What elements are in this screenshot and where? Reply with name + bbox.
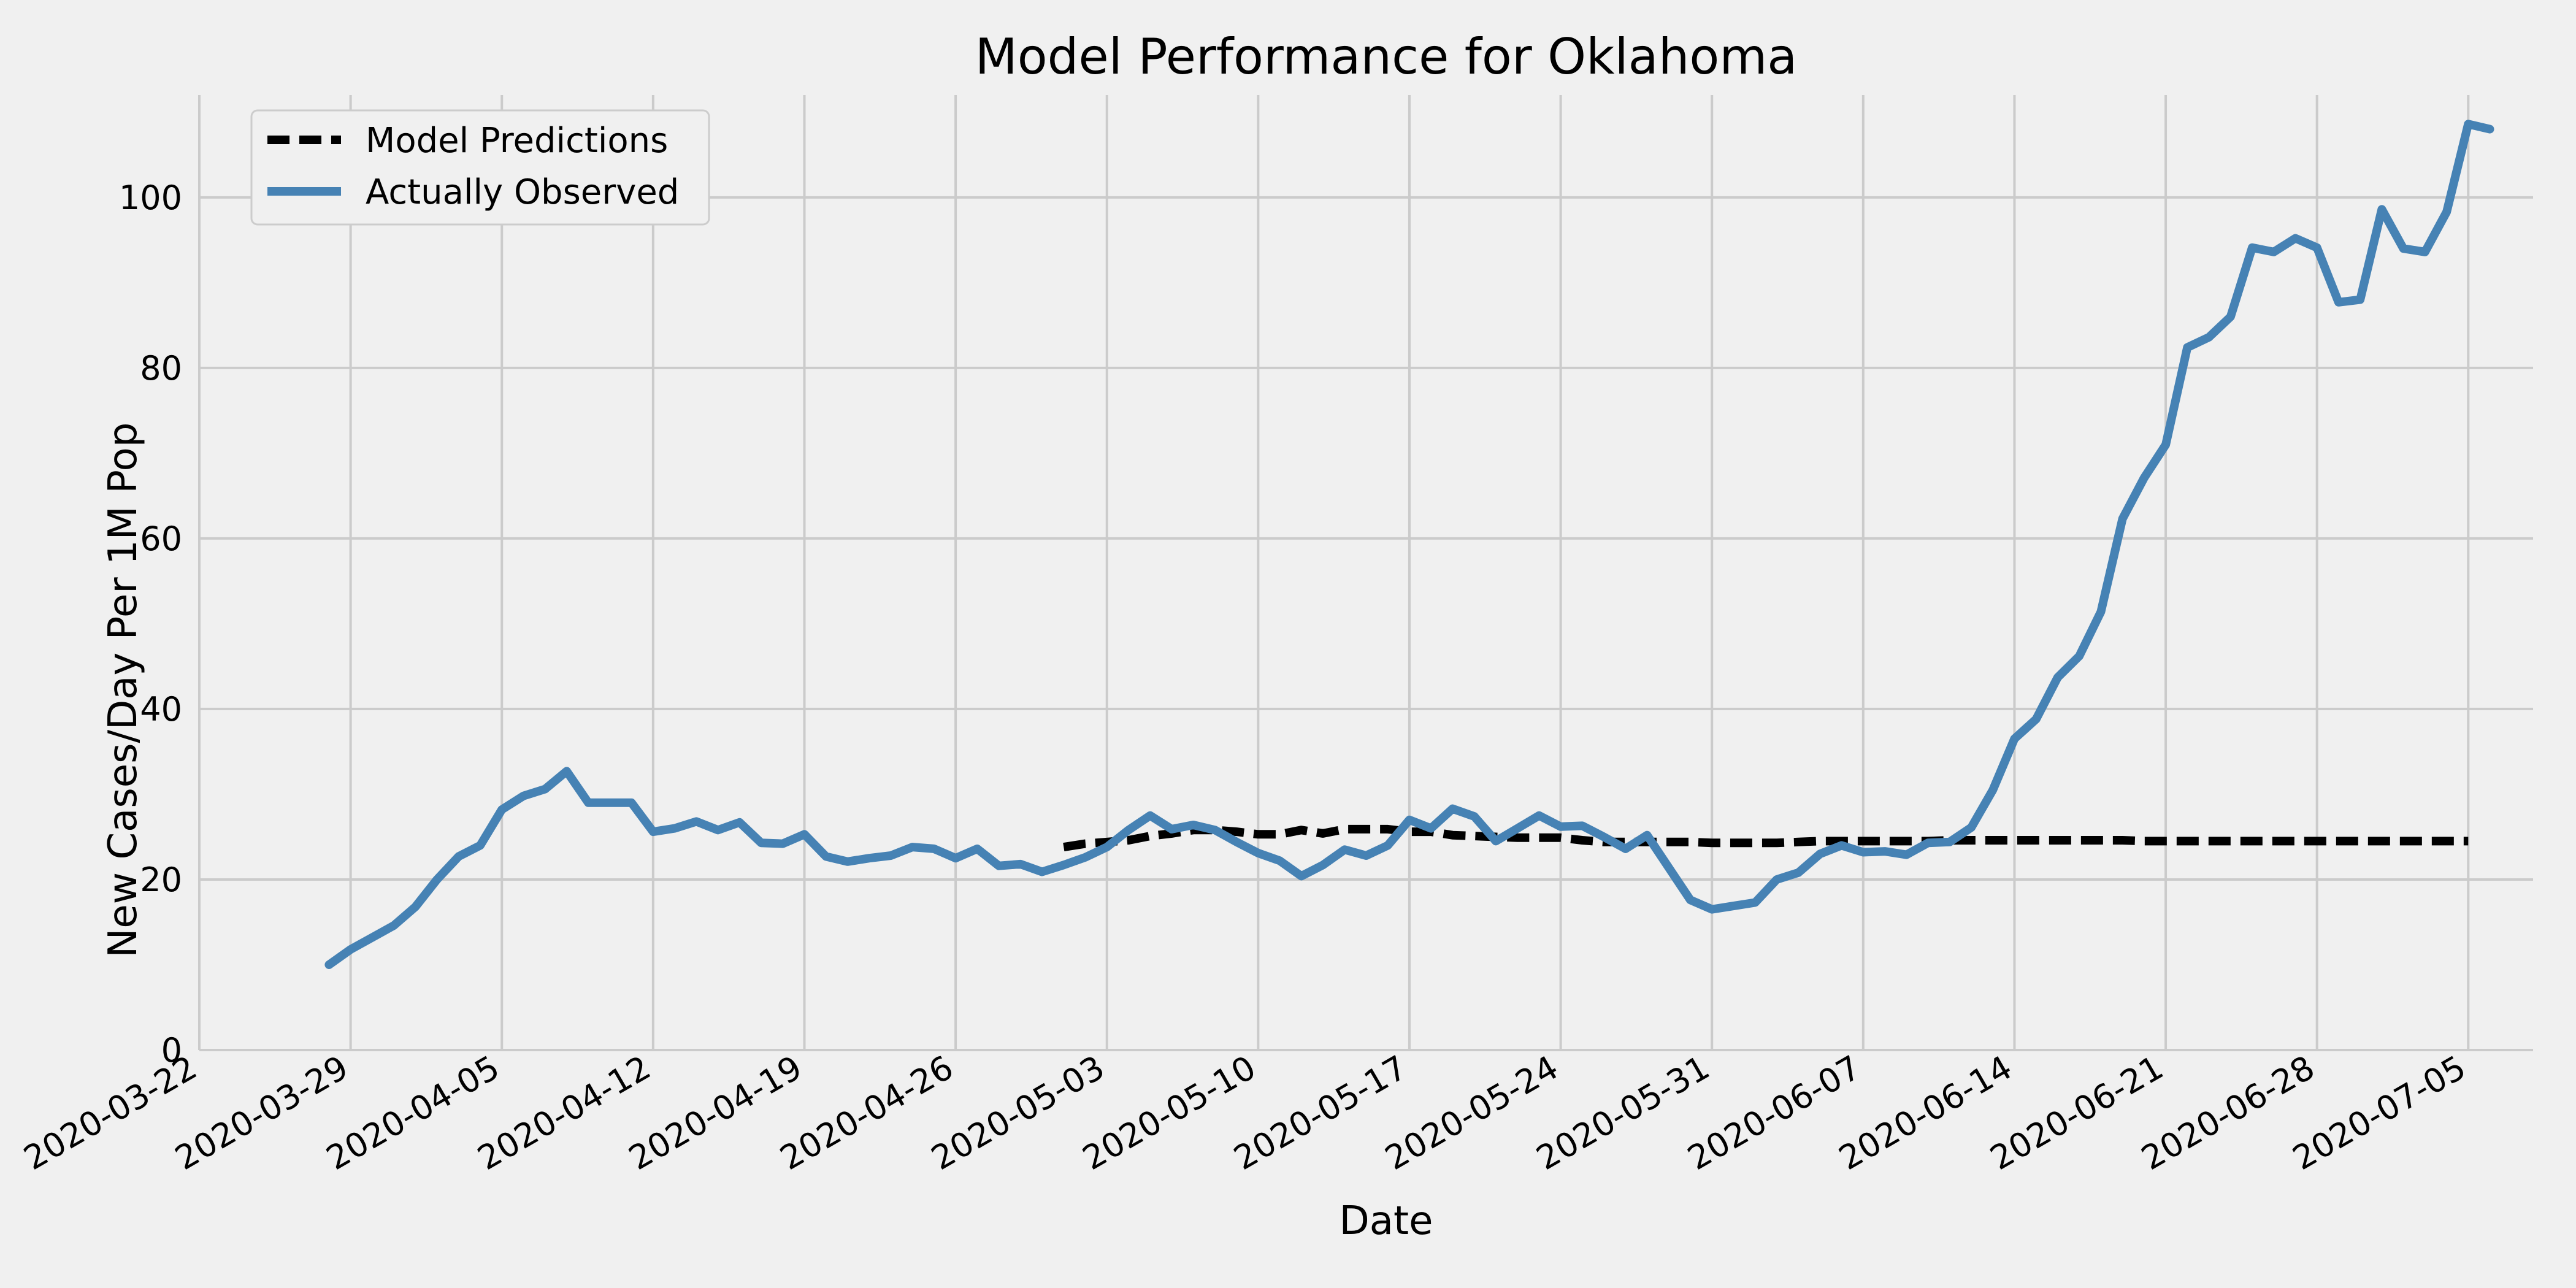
y-tick-label: 20 <box>140 861 182 899</box>
series-line-model-predictions <box>1063 824 2469 852</box>
y-tick-label: 40 <box>140 690 182 729</box>
chart-title: Model Performance for Oklahoma <box>975 28 1798 85</box>
y-tick-label: 60 <box>140 519 182 558</box>
y-tick-label: 100 <box>119 178 182 217</box>
y-tick-label: 0 <box>161 1031 182 1070</box>
legend: Model Predictions Actually Observed <box>250 109 710 226</box>
series-layer <box>324 120 2494 969</box>
grid <box>198 95 2533 1051</box>
legend-label-model-predictions: Model Predictions <box>366 121 668 161</box>
legend-box <box>250 109 710 226</box>
x-axis-label: Date <box>1340 1198 1433 1244</box>
y-tick-label: 80 <box>140 349 182 388</box>
legend-label-actually-observed: Actually Observed <box>366 172 679 212</box>
y-axis-label: New Cases/Day Per 1M Pop <box>101 423 146 958</box>
series-line-actually-observed <box>324 120 2494 969</box>
